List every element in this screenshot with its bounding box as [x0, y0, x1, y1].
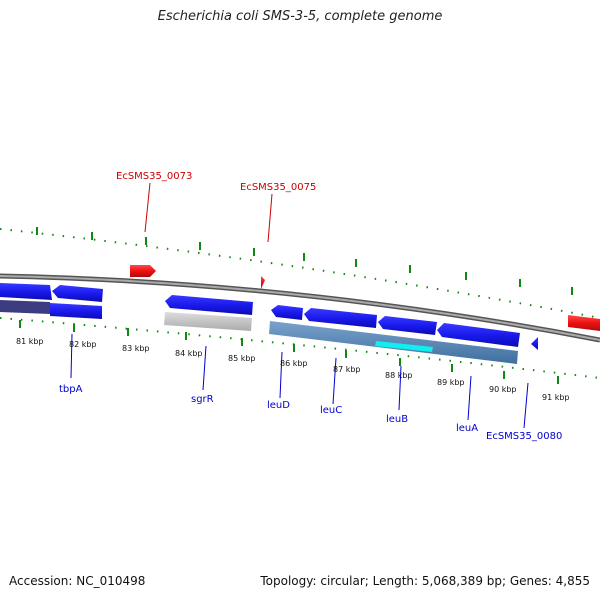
cds-band-left	[0, 300, 50, 314]
label-ecsms35-0075[interactable]: EcSMS35_0075	[240, 182, 316, 193]
label-leub[interactable]: leuB	[386, 414, 408, 425]
upper-tick-track	[0, 228, 600, 319]
accession-text: Accession: NC_010498	[9, 574, 146, 588]
forward-gene-labels: EcSMS35_0073 EcSMS35_0075	[116, 171, 316, 243]
gene-leub[interactable]	[378, 316, 437, 335]
tick-label: 83 kbp	[122, 344, 150, 353]
gene-ecsms35-0073[interactable]	[130, 265, 156, 277]
label-tbpa[interactable]: tbpA	[59, 384, 83, 395]
tick-label: 90 kbp	[489, 385, 517, 394]
tick-label: 82 kbp	[69, 340, 97, 349]
tick-label: 91 kbp	[542, 393, 570, 402]
tick-labels: 81 kbp 82 kbp 83 kbp 84 kbp 85 kbp 86 kb…	[16, 337, 570, 402]
gene-leuc[interactable]	[304, 308, 377, 328]
genome-title: Escherichia coli SMS-3-5, complete genom…	[157, 9, 443, 24]
gene-left-partial[interactable]	[0, 283, 52, 300]
gene-leua[interactable]	[437, 323, 520, 347]
pseudo-band-sgrr	[164, 312, 252, 331]
label-leuc[interactable]: leuC	[320, 405, 342, 416]
gene-forward-right[interactable]	[568, 315, 600, 331]
gene-tbpa[interactable]	[52, 285, 103, 302]
tick-label: 86 kbp	[280, 359, 308, 368]
genome-summary-text: Topology: circular; Length: 5,068,389 bp…	[260, 574, 590, 588]
gene-sgrr[interactable]	[165, 295, 253, 315]
label-ecsms35-0073[interactable]: EcSMS35_0073	[116, 171, 192, 182]
label-ecsms35-0080[interactable]: EcSMS35_0080	[486, 431, 562, 442]
gene-ecsms35-0080[interactable]	[531, 337, 538, 350]
upper-major-ticks	[36, 227, 573, 295]
gene-ecsms35-0075[interactable]	[261, 276, 265, 289]
tick-label: 81 kbp	[16, 337, 44, 346]
label-leud[interactable]: leuD	[267, 400, 290, 411]
label-sgrr[interactable]: sgrR	[191, 394, 214, 405]
lower-major-ticks	[19, 320, 559, 384]
tick-label: 89 kbp	[437, 378, 465, 387]
tick-label: 84 kbp	[175, 349, 203, 358]
reverse-gene-labels: tbpA sgrR leuD leuC leuB leuA EcSMS35_00…	[59, 333, 562, 442]
cds-band-tbpa	[50, 303, 102, 319]
tick-label: 88 kbp	[385, 371, 413, 380]
tick-label: 85 kbp	[228, 354, 256, 363]
cds-band-leu-operon	[269, 321, 518, 364]
label-leua[interactable]: leuA	[456, 423, 478, 434]
tick-label: 87 kbp	[333, 365, 361, 374]
gene-leud[interactable]	[271, 305, 303, 320]
lower-tick-track	[0, 317, 600, 379]
cds-band-leub-highlight	[375, 341, 433, 352]
